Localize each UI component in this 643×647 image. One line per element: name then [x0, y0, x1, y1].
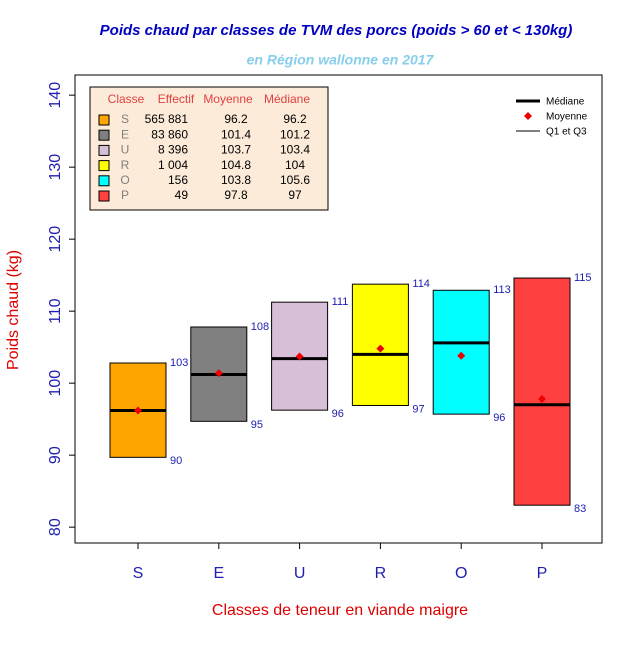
table-swatch: [98, 129, 110, 141]
x-tick-label: U: [294, 565, 306, 582]
table-effectif: 565 881: [145, 112, 189, 126]
table-class: E: [121, 127, 129, 141]
table-median: 103.4: [280, 143, 310, 157]
q1-label: 95: [251, 419, 263, 431]
table-swatch: [98, 144, 110, 156]
q3-label: 113: [493, 284, 511, 296]
q3-label: 114: [412, 278, 430, 290]
table-box: [89, 86, 329, 211]
table-median: 101.2: [280, 127, 310, 141]
legend-label: Q1 et Q3: [546, 127, 587, 138]
y-tick-label: 100: [47, 370, 64, 397]
table-mean: 101.4: [221, 127, 251, 141]
box: [513, 277, 571, 506]
table-effectif: 49: [175, 188, 189, 202]
table-effectif: 8 396: [158, 143, 188, 157]
mean-marker: [295, 352, 304, 361]
table-mean: 104.8: [221, 158, 251, 172]
q3-label: 108: [251, 321, 269, 333]
y-axis-label: Poids chaud (kg): [5, 250, 22, 370]
chart-title: Poids chaud par classes de TVM des porcs…: [100, 22, 573, 39]
q3-label: 111: [332, 296, 349, 308]
table-swatch: [98, 114, 110, 126]
y-tick-label: 80: [47, 518, 64, 536]
mean-marker: [376, 344, 385, 353]
legend-label: Médiane: [546, 97, 585, 108]
table-median: 97: [288, 188, 302, 202]
table-median: 105.6: [280, 173, 310, 187]
y-tick-label: 130: [47, 154, 64, 181]
table-header: Classe: [108, 92, 145, 106]
table-effectif: 156: [168, 173, 188, 187]
x-tick-label: O: [455, 565, 467, 582]
table-swatch: [98, 160, 110, 172]
box: [271, 301, 329, 411]
mean-marker: [214, 369, 223, 378]
x-tick-label: S: [133, 565, 144, 582]
chart-subtitle: en Région wallonne en 2017: [247, 52, 435, 68]
table-header: Médiane: [264, 92, 310, 106]
mean-marker: [134, 406, 142, 415]
mean-marker: [457, 351, 466, 360]
q3-label: 115: [574, 272, 592, 284]
legend-label: Moyenne: [546, 112, 588, 123]
legend-mean: [524, 112, 532, 120]
y-tick-label: 120: [47, 226, 64, 253]
y-tick-label: 90: [47, 446, 64, 464]
table-mean: 103.8: [221, 173, 251, 187]
x-tick-label: P: [537, 565, 548, 582]
x-axis-label: Classes de teneur en viande maigre: [212, 602, 468, 619]
table-median: 96.2: [283, 112, 307, 126]
x-tick-label: E: [213, 565, 224, 582]
table-swatch: [98, 190, 110, 202]
x-tick-label: R: [375, 565, 387, 582]
y-tick-label: 140: [47, 82, 64, 109]
mean-marker: [538, 395, 546, 403]
table-class: S: [121, 112, 129, 126]
table-effectif: 1 004: [158, 158, 188, 172]
table-swatch: [98, 175, 110, 187]
q1-label: 96: [332, 408, 344, 420]
table-mean: 96.2: [224, 112, 248, 126]
table-class: O: [120, 173, 129, 187]
table-mean: 97.8: [224, 188, 248, 202]
table-mean: 103.7: [221, 143, 251, 157]
q1-label: 97: [412, 403, 424, 415]
table-header: Moyenne: [203, 92, 253, 106]
q3-label: 103: [170, 357, 188, 369]
q1-label: 96: [493, 412, 505, 424]
table-effectif: 83 860: [151, 127, 188, 141]
table-median: 104: [285, 158, 305, 172]
y-tick-label: 110: [47, 298, 64, 324]
q1-label: 83: [574, 503, 586, 515]
table-class: U: [121, 143, 130, 157]
q1-label: 90: [170, 455, 182, 467]
table-header: Effectif: [158, 92, 195, 106]
plot-frame: [74, 74, 603, 544]
table-class: P: [121, 188, 129, 202]
table-class: R: [121, 158, 130, 172]
